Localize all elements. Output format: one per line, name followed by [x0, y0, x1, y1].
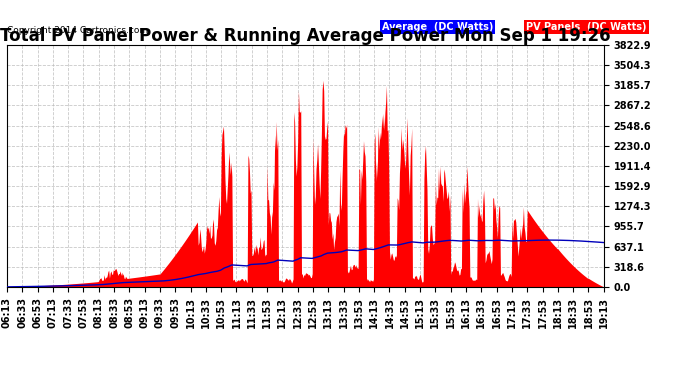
- Title: Total PV Panel Power & Running Average Power Mon Sep 1 19:26: Total PV Panel Power & Running Average P…: [0, 27, 611, 45]
- Text: Copyright 2014 Cartronics.com: Copyright 2014 Cartronics.com: [7, 26, 148, 35]
- Text: PV Panels  (DC Watts): PV Panels (DC Watts): [526, 22, 647, 32]
- Text: Average  (DC Watts): Average (DC Watts): [382, 22, 493, 32]
